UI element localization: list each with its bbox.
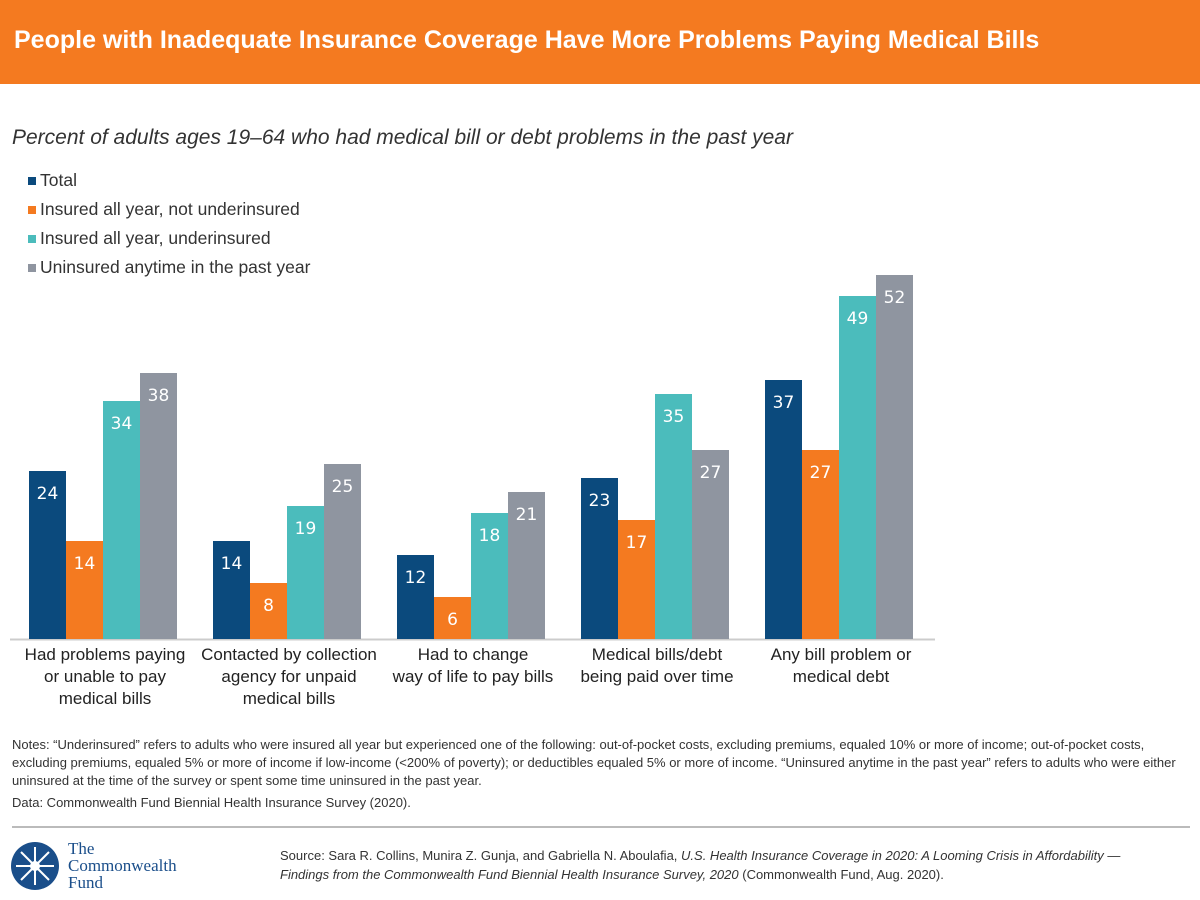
data-label: 21 <box>516 505 538 525</box>
category-label-line: or unable to pay <box>44 667 166 686</box>
legend-swatch <box>28 263 36 272</box>
data-label: 49 <box>847 309 869 329</box>
bar <box>103 401 140 639</box>
category-label: Medical bills/debt being paid over time <box>565 644 749 688</box>
bar <box>324 464 361 639</box>
data-label: 27 <box>700 463 722 483</box>
data-label: 14 <box>221 554 243 574</box>
bar <box>434 597 471 639</box>
bar <box>29 471 66 639</box>
bar <box>765 380 802 639</box>
source-prefix: Source: Sara R. Collins, Munira Z. Gunja… <box>280 848 682 863</box>
legend-swatch <box>28 205 36 214</box>
category-label-line: Contacted by collection <box>201 645 377 664</box>
bar <box>471 513 508 639</box>
chart-header: People with Inadequate Insurance Coverag… <box>0 0 1200 84</box>
source-title: U.S. Health Insurance Coverage in 2020: … <box>280 848 1121 882</box>
legend-item: Total <box>28 166 310 195</box>
category-label-line: medical bills <box>58 689 152 708</box>
category-label-line: medical debt <box>792 667 890 686</box>
legend: Total Insured all year, not underinsured I… <box>28 166 311 282</box>
data-label: 27 <box>810 463 832 483</box>
legend-label: Total <box>40 170 77 190</box>
notes: Notes: “Underinsured” refers to adults w… <box>12 737 1176 788</box>
logo-line: The <box>68 839 95 858</box>
snowflake-logo-icon <box>11 841 59 890</box>
data-label: 37 <box>773 393 795 413</box>
divider <box>12 826 1190 828</box>
bar <box>876 275 913 639</box>
data-label: 35 <box>663 407 685 427</box>
category-label-line: agency for unpaid <box>221 667 357 686</box>
data-label: 38 <box>148 386 170 406</box>
category-label-line: Had problems paying <box>24 645 186 664</box>
logo-line: Fund <box>68 873 103 892</box>
source-suffix: (Commonwealth Fund, Aug. 2020). <box>738 867 944 882</box>
bar <box>839 296 876 639</box>
data-label: 34 <box>111 414 133 434</box>
data-label: 23 <box>589 491 611 511</box>
bar <box>802 450 839 639</box>
legend-item: Uninsured anytime in the past year <box>28 253 311 282</box>
data-label: 19 <box>295 519 317 539</box>
bar <box>287 506 324 639</box>
bar <box>140 373 177 639</box>
bar <box>655 394 692 639</box>
data-label: 18 <box>479 526 501 546</box>
data-label: 52 <box>884 288 906 308</box>
data-label: 17 <box>626 533 648 553</box>
data-label: 14 <box>74 554 96 574</box>
category-label: Had problems paying or unable to pay medic… <box>13 644 197 710</box>
legend-item: Insured all year, not underinsured <box>28 195 310 224</box>
data-label: 12 <box>405 568 427 588</box>
category-label-line: being paid over time <box>580 667 734 686</box>
category-label-line: Had to change <box>417 645 529 664</box>
bar <box>508 492 545 639</box>
category-label-line: way of life to pay bills <box>392 667 554 686</box>
category-label-line: Medical bills/debt <box>591 645 723 664</box>
bar <box>692 450 729 639</box>
category-label: Had to change way of life to pay bills <box>381 644 565 688</box>
data-label: 8 <box>263 596 274 616</box>
chart-subtitle: Percent of adults ages 19–64 who had med… <box>12 126 793 149</box>
bar <box>618 520 655 639</box>
legend-label: Insured all year, not underinsured <box>40 199 300 219</box>
legend-swatch <box>28 176 36 185</box>
logo-line: Commonwealth <box>68 856 177 875</box>
bar <box>213 541 250 639</box>
bar-chart: 24 14 34 38 14 8 19 25 12 6 18 21 23 17 35 27 37 27 49 52 <box>10 275 935 641</box>
data-label: 6 <box>447 610 458 630</box>
category-label: Contacted by collection agency for unpaid… <box>197 644 381 710</box>
bar <box>581 478 618 639</box>
commonwealth-fund-logo: The Commonwealth Fund <box>10 840 177 891</box>
bar <box>66 541 103 639</box>
category-label-line: Any bill problem or <box>770 645 912 664</box>
data-label: 24 <box>37 484 59 504</box>
data-source: Data: Commonwealth Fund Biennial Health … <box>12 795 411 810</box>
data-label: 25 <box>332 477 354 497</box>
legend-item: Insured all year, underinsured <box>28 224 310 253</box>
bar <box>250 583 287 639</box>
source-citation: Source: Sara R. Collins, Munira Z. Gunja… <box>280 846 1160 884</box>
legend-label: Insured all year, underinsured <box>40 228 271 248</box>
category-label: Any bill problem or medical debt <box>749 644 933 688</box>
category-label-line: medical bills <box>242 689 336 708</box>
bar <box>397 555 434 639</box>
legend-swatch <box>28 234 36 243</box>
legend-label: Uninsured anytime in the past year <box>40 257 311 277</box>
